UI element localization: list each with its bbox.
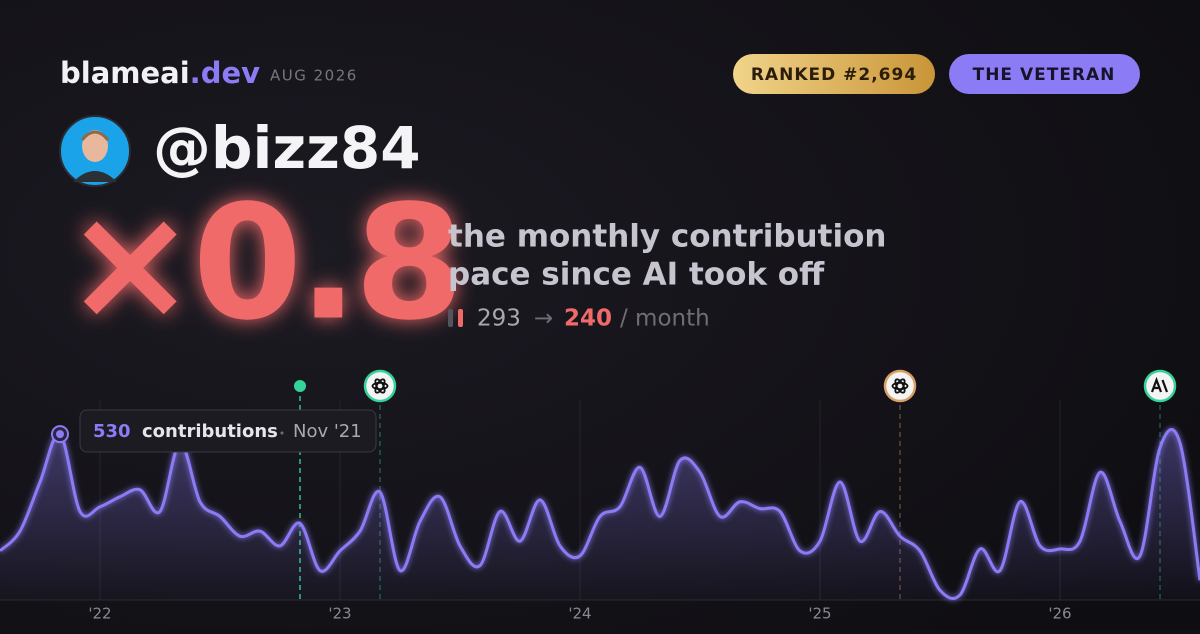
event-icon-petal <box>894 378 906 394</box>
title-text: THE VETERAN <box>973 65 1116 85</box>
event-icon-petal <box>894 378 906 394</box>
x-tick-label: '22 <box>88 605 111 623</box>
rank-badge <box>733 54 935 94</box>
after-value: 240 <box>564 306 612 332</box>
brand-name: blameai <box>60 56 190 90</box>
chart: '22 '23 '24 '25 '26 530 contributions Nov '21 <box>0 369 1200 623</box>
event-icon-petal <box>374 378 386 394</box>
caption-line: the monthly contribution <box>448 219 886 255</box>
before-value: 293 <box>477 306 521 332</box>
tooltip-label: contributions <box>142 421 278 442</box>
event-icon-petal <box>371 382 389 391</box>
tooltip-date: Nov '21 <box>293 421 362 442</box>
handle: @bizz84 <box>153 114 421 182</box>
brand: blameai.dev <box>60 56 260 90</box>
x-tick-label: '24 <box>568 605 591 623</box>
tooltip-value: 530 <box>93 421 131 442</box>
caption-line: pace since AI took off <box>448 257 825 293</box>
brand-tld: .dev <box>190 56 260 90</box>
event-icon-petal <box>374 378 386 394</box>
after-swatch <box>458 309 463 327</box>
arrow: → <box>534 306 553 332</box>
event-dot <box>294 380 306 392</box>
event-icon-petal <box>891 382 909 391</box>
event-icon <box>363 369 397 403</box>
date: AUG 2026 <box>270 67 358 85</box>
event-icon <box>883 369 917 403</box>
avatar <box>59 115 131 187</box>
title-badge <box>949 54 1140 94</box>
tooltip: 530 contributions Nov '21 <box>79 409 377 453</box>
event-icon <box>1143 369 1177 403</box>
before-swatch <box>448 309 453 327</box>
unit: / month <box>620 306 710 332</box>
x-tick-label: '26 <box>1048 605 1071 623</box>
x-tick-label: '25 <box>808 605 831 623</box>
tooltip-box <box>79 409 377 453</box>
rank-text: RANKED #2,694 <box>751 65 917 85</box>
tooltip-sep <box>280 431 284 435</box>
event-icon-glyph <box>1150 376 1169 393</box>
area <box>0 429 1200 600</box>
highlight-dot <box>56 430 64 439</box>
x-tick-label: '23 <box>328 605 351 623</box>
multiplier: ×0.8 <box>64 171 460 355</box>
line <box>0 428 1200 600</box>
